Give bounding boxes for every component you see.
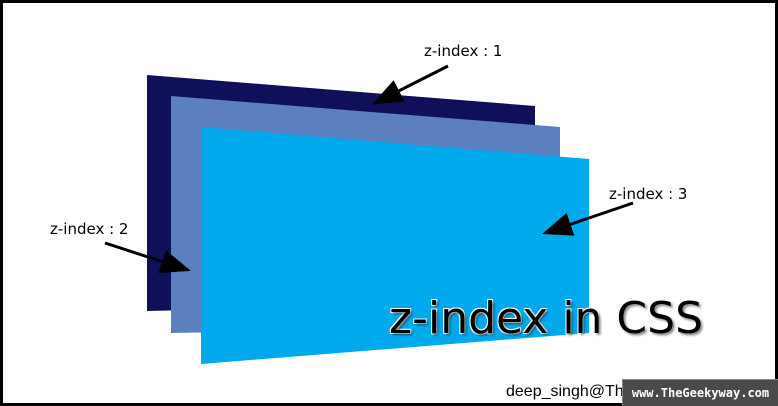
arrow-layer-1 [372,64,449,105]
layer-3-plane [201,127,589,364]
author-credit: deep_singh@TheGeekyway [506,383,626,400]
arrow-layer-2 [104,241,191,274]
layer-1-label: z-index : 1 [424,42,503,60]
arrow-layer-3 [542,201,634,236]
site-banner: www.TheGeekyway.com [622,379,778,406]
layer-3-label: z-index : 3 [609,185,688,203]
layers-diagram [104,64,634,364]
layer-2-label: z-index : 2 [50,220,129,238]
diagram-title: z-index in CSS [389,293,704,344]
